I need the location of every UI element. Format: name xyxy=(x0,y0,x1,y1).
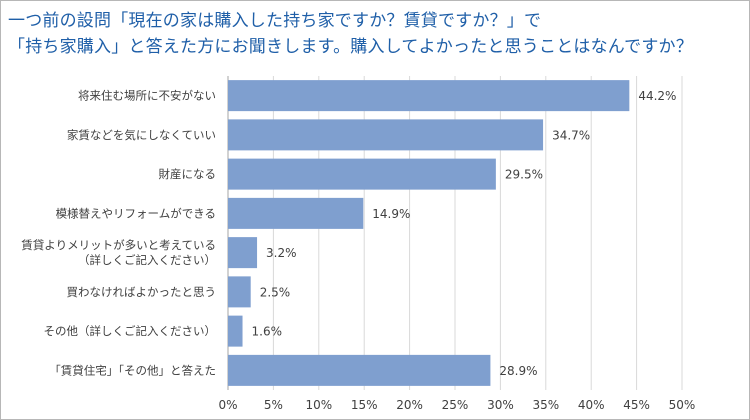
bar xyxy=(228,119,544,151)
data-label: 3.2% xyxy=(266,246,297,260)
bar xyxy=(228,315,243,347)
x-tick-label: 15% xyxy=(351,398,378,412)
bar xyxy=(228,354,491,386)
data-label: 29.5% xyxy=(505,168,543,182)
data-label: 34.7% xyxy=(552,128,590,142)
category-label: 模様替えやリフォームができる xyxy=(56,206,216,220)
bar xyxy=(228,237,258,269)
x-tick-label: 20% xyxy=(396,398,423,412)
x-tick-label: 30% xyxy=(487,398,514,412)
data-label: 28.9% xyxy=(499,364,537,378)
x-tick-label: 5% xyxy=(264,398,283,412)
category-label: 将来住む場所に不安がない xyxy=(78,89,216,103)
data-label: 1.6% xyxy=(252,325,283,339)
data-label: 14.9% xyxy=(372,207,410,221)
x-tick-label: 50% xyxy=(669,398,696,412)
bar xyxy=(228,276,251,308)
category-label: 賃貸よりメリットが多いと考えている xyxy=(21,238,216,252)
x-tick-label: 25% xyxy=(442,398,469,412)
x-tick-label: 45% xyxy=(623,398,650,412)
bar xyxy=(228,80,630,112)
category-label: 家賃などを気にしなくていい xyxy=(67,128,216,142)
data-label: 2.5% xyxy=(260,285,291,299)
data-label: 44.2% xyxy=(638,89,676,103)
x-tick-label: 0% xyxy=(218,398,237,412)
x-tick-label: 10% xyxy=(305,398,332,412)
title-line-1: 一つ前の設問「現在の家は購入した持ち家ですか？賃貸ですか？」で xyxy=(8,11,542,31)
category-label: 「賃貸住宅」「その他」と答えた xyxy=(49,363,216,377)
x-tick-label: 35% xyxy=(532,398,559,412)
category-label: その他（詳しくご記入ください） xyxy=(44,324,217,338)
category-label: （詳しくご記入ください） xyxy=(78,253,216,267)
category-label: 財産になる xyxy=(159,167,217,181)
category-label: 買わなければよかったと思う xyxy=(67,285,217,299)
bar xyxy=(228,197,364,229)
chart-title: 一つ前の設問「現在の家は購入した持ち家ですか？賃貸ですか？」で 「持ち家購入」と… xyxy=(8,8,744,60)
x-tick-label: 40% xyxy=(578,398,605,412)
title-line-2: 「持ち家購入」と答えた方にお聞きします。購入してよかったと思うことはなんですか？ xyxy=(8,37,693,57)
bar xyxy=(228,158,496,190)
